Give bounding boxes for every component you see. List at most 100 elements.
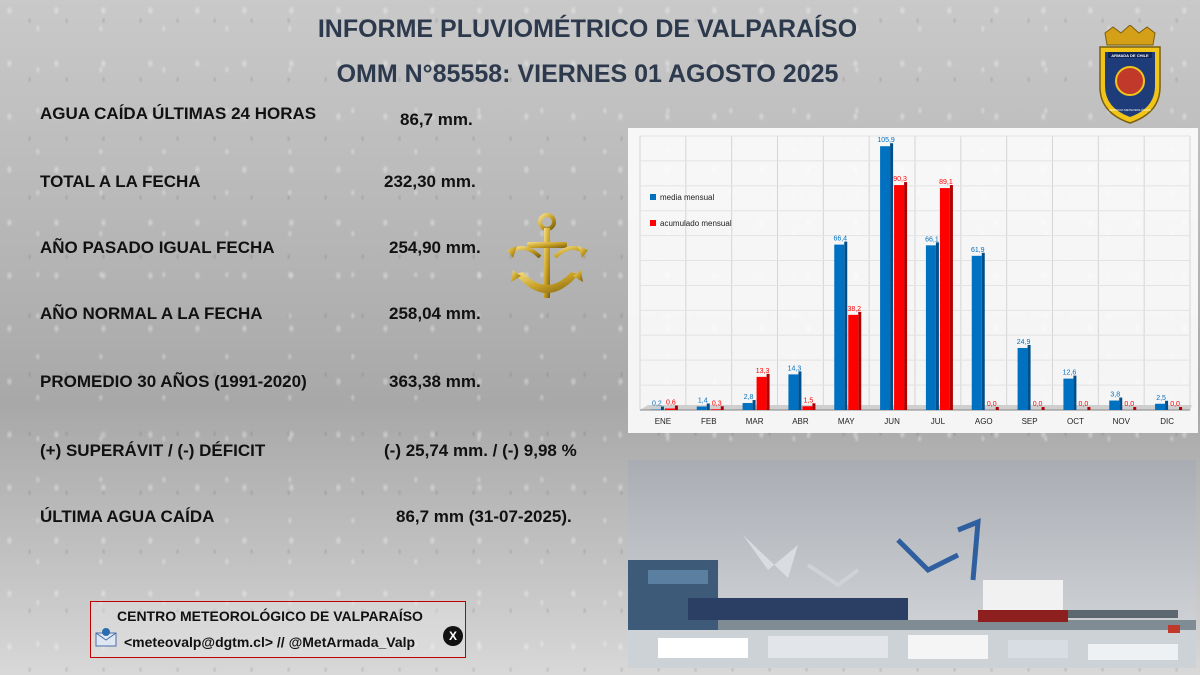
bar-acumulado-mensual xyxy=(894,185,905,410)
x-tick-label: ABR xyxy=(792,417,809,426)
bar-side-media-mensual xyxy=(1073,375,1077,410)
data-label: 0,0 xyxy=(1079,401,1089,408)
bar-media-mensual xyxy=(971,255,982,410)
x-tick-label: JUN xyxy=(884,417,900,426)
bar-side-acumulado-mensual xyxy=(1087,407,1091,410)
bar-media-mensual xyxy=(696,406,707,410)
bar-media-mensual xyxy=(1063,378,1074,410)
legend-swatch xyxy=(650,194,656,200)
bar-side-media-mensual xyxy=(1119,397,1123,410)
stat-label-24h: AGUA CAÍDA ÚLTIMAS 24 HORAS xyxy=(40,104,317,123)
stat-value-normal-year: 258,04 mm. xyxy=(389,304,481,323)
stat-label-normal-year: AÑO NORMAL A LA FECHA xyxy=(40,304,263,323)
bar-media-mensual xyxy=(1155,403,1166,410)
bar-side-media-mensual xyxy=(935,242,939,410)
data-label: 0,0 xyxy=(987,401,997,408)
bar-side-media-mensual xyxy=(752,400,756,410)
x-tick-label: FEB xyxy=(701,417,717,426)
bar-side-acumulado-mensual xyxy=(674,405,678,410)
data-label: 66,4 xyxy=(833,236,847,243)
bar-side-acumulado-mensual xyxy=(812,403,816,410)
stat-label-total: TOTAL A LA FECHA xyxy=(40,172,201,191)
legend-label: acumulado mensual xyxy=(660,219,732,228)
footer-center-name: CENTRO METEOROLÓGICO DE VALPARAÍSO xyxy=(117,608,423,624)
x-tick-label: MAY xyxy=(838,417,855,426)
bar-side-media-mensual xyxy=(660,406,664,410)
bar-acumulado-mensual xyxy=(710,409,721,410)
bar-acumulado-mensual xyxy=(756,376,767,410)
x-tick-label: NOV xyxy=(1113,417,1131,426)
data-label: 0,0 xyxy=(1170,401,1180,408)
bar-media-mensual xyxy=(1017,347,1028,410)
crest-text-bottom: SERVICIO METEOROLÓGICO xyxy=(1109,107,1152,112)
stat-value-balance: (-) 25,74 mm. / (-) 9,98 % xyxy=(384,441,577,460)
data-label: 0,6 xyxy=(666,400,676,407)
x-tick-label: OCT xyxy=(1067,417,1084,426)
data-label: 89,1 xyxy=(939,179,953,186)
bar-media-mensual xyxy=(834,244,845,410)
data-label: 38,2 xyxy=(847,306,861,313)
data-label: 24,9 xyxy=(1017,339,1031,346)
data-label: 13,3 xyxy=(756,368,770,375)
data-label: 12,6 xyxy=(1063,370,1077,377)
bar-media-mensual xyxy=(925,245,936,410)
bar-side-acumulado-mensual xyxy=(1133,407,1137,410)
bar-acumulado-mensual xyxy=(664,408,675,410)
x-icon[interactable]: X xyxy=(443,626,463,646)
legend-label: media mensual xyxy=(660,193,714,202)
data-label: 105,9 xyxy=(877,137,895,144)
stat-label-balance: (+) SUPERÁVIT / (-) DÉFICIT xyxy=(40,441,266,460)
chart-floor xyxy=(640,405,1192,410)
data-label: 0,0 xyxy=(1033,401,1043,408)
data-label: 0,0 xyxy=(1124,401,1134,408)
crest-text-top: ARMADA DE CHILE xyxy=(1111,53,1149,58)
rainfall-chart: ENE 0,2 0,6 FEB 1,4 0,3 MAR 2,8 13,3 ABR 14,3 1,5 MA… xyxy=(628,128,1198,433)
bar-side-media-mensual xyxy=(844,241,848,410)
data-label: 61,9 xyxy=(971,247,985,254)
navy-crest: ARMADA DE CHILE SERVICIO METEOROLÓGICO xyxy=(1095,24,1165,125)
stat-value-24h: 86,7 mm. xyxy=(400,110,473,129)
bar-side-acumulado-mensual xyxy=(949,185,953,410)
data-label: 1,4 xyxy=(698,398,708,405)
anchor-emblem xyxy=(505,212,590,312)
bar-media-mensual xyxy=(742,403,753,410)
data-label: 66,1 xyxy=(925,236,939,243)
stat-value-last-rain: 86,7 mm (31-07-2025). xyxy=(396,507,572,526)
chart-background xyxy=(628,128,1198,433)
bar-side-acumulado-mensual xyxy=(1041,407,1045,410)
bar-side-media-mensual xyxy=(890,143,894,411)
x-tick-label: DIC xyxy=(1160,417,1174,426)
bar-media-mensual xyxy=(788,374,799,410)
footer-box xyxy=(90,601,466,658)
stat-label-last-rain: ÚLTIMA AGUA CAÍDA xyxy=(40,507,215,526)
bar-side-acumulado-mensual xyxy=(904,182,908,410)
bar-acumulado-mensual xyxy=(802,406,813,410)
bar-side-media-mensual xyxy=(1027,344,1031,410)
x-tick-label: ENE xyxy=(655,417,671,426)
bar-media-mensual xyxy=(1109,400,1120,410)
data-label: 2,8 xyxy=(744,394,754,401)
data-label: 1,5 xyxy=(804,397,814,404)
data-label: 0,2 xyxy=(652,401,662,408)
page-subtitle: OMM N°85558: VIERNES 01 AGOSTO 2025 xyxy=(336,60,839,88)
stat-label-last-year: AÑO PASADO IGUAL FECHA xyxy=(40,238,275,257)
bar-media-mensual xyxy=(880,146,891,411)
data-label: 14,3 xyxy=(788,365,802,372)
data-label: 2,5 xyxy=(1156,395,1166,402)
stat-value-total: 232,30 mm. xyxy=(384,172,476,191)
stat-value-last-year: 254,90 mm. xyxy=(389,238,481,257)
legend-swatch xyxy=(650,220,656,226)
bar-side-media-mensual xyxy=(1165,400,1169,410)
bar-side-acumulado-mensual xyxy=(995,407,999,410)
page-title: INFORME PLUVIOMÉTRICO DE VALPARAÍSO xyxy=(317,15,858,43)
stat-label-average: PROMEDIO 30 AÑOS (1991-2020) xyxy=(40,372,307,391)
x-tick-label: JUL xyxy=(931,417,946,426)
bar-side-acumulado-mensual xyxy=(720,406,724,410)
bar-side-acumulado-mensual xyxy=(858,311,862,410)
bar-side-media-mensual xyxy=(981,252,985,410)
bar-side-media-mensual xyxy=(706,403,710,410)
footer-contact[interactable]: <meteovalp@dgtm.cl> // @MetArmada_Valp xyxy=(124,634,416,650)
stat-value-average: 363,38 mm. xyxy=(389,372,481,391)
data-label: 0,3 xyxy=(712,400,722,407)
mail-icon xyxy=(95,627,117,647)
